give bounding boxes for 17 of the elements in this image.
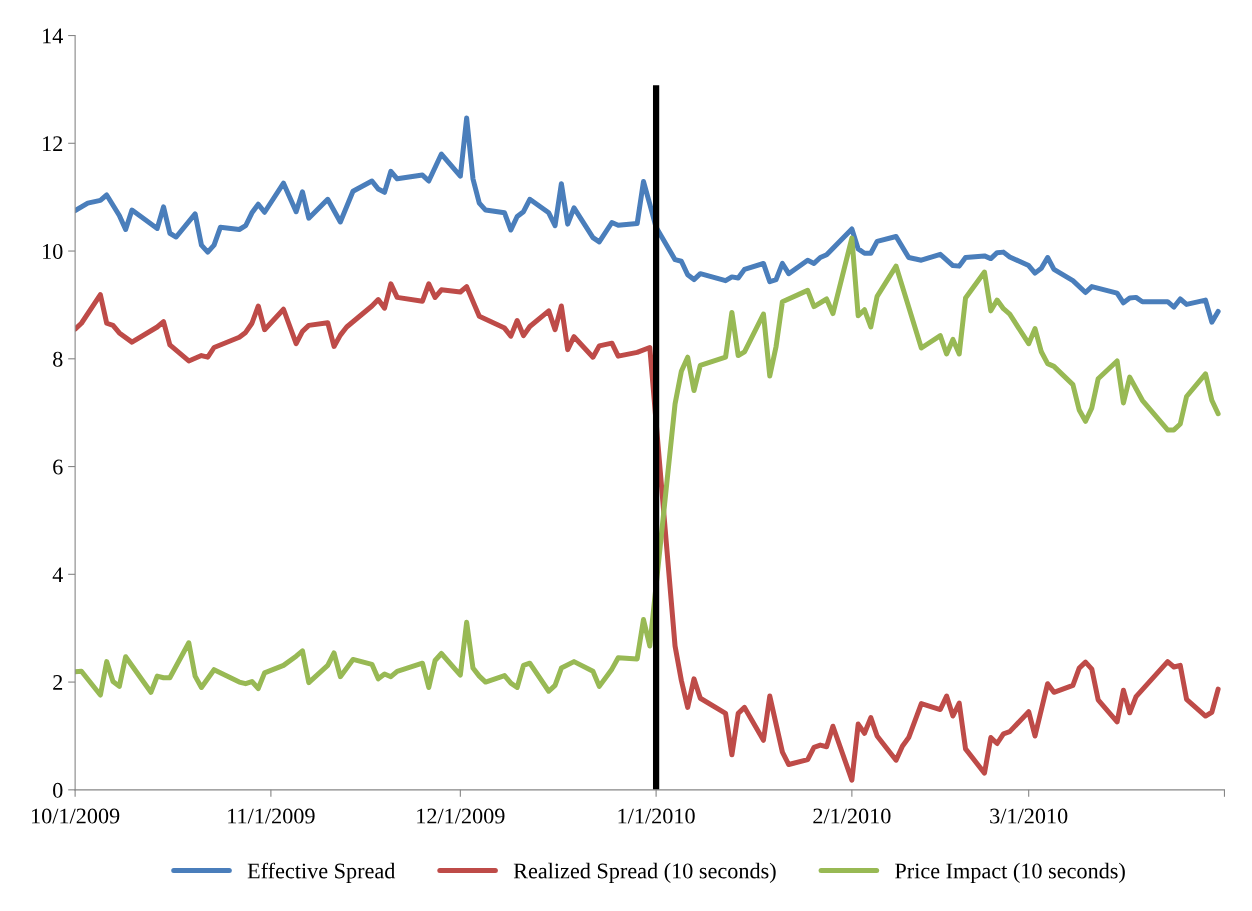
legend-label: Effective Spread (247, 862, 396, 884)
y-tick-label: 8 (53, 351, 63, 367)
x-tick-label: 12/1/2009 (417, 808, 505, 824)
x-tick-label: 11/1/2009 (228, 808, 315, 824)
legend-label: Realized Spread (10 seconds) (513, 862, 776, 884)
y-tick-label: 2 (53, 675, 63, 690)
x-tick-label: 3/1/2010 (990, 808, 1068, 824)
x-tick-label: 2/1/2010 (813, 808, 891, 824)
y-tick-label: 0 (53, 782, 63, 798)
y-tick-label: 4 (52, 567, 63, 583)
x-tick-label: 1/1/2010 (618, 808, 695, 824)
legend-label: Price Impact (10 seconds) (895, 862, 1125, 884)
x-tick-label: 10/1/2009 (32, 808, 120, 824)
y-tick-label: 14 (43, 28, 63, 44)
y-tick-label: 12 (43, 136, 63, 151)
y-tick-label: 10 (43, 243, 63, 259)
y-tick-label: 6 (53, 459, 63, 475)
